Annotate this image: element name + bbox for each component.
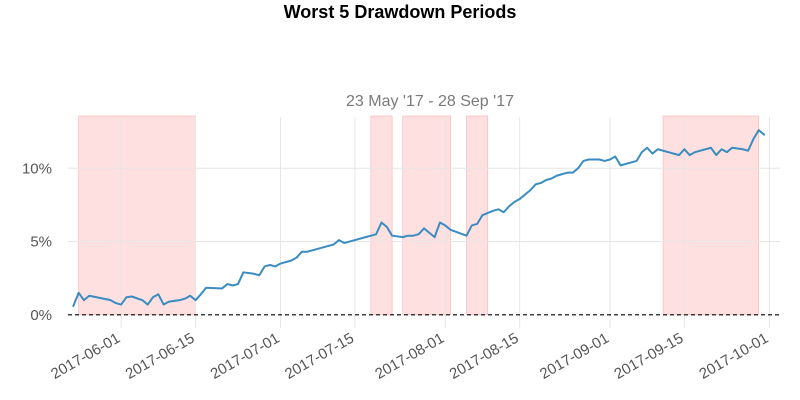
x-tick-label-2: 2017-07-01 bbox=[208, 330, 283, 383]
x-tick-label-0: 2017-06-01 bbox=[48, 330, 123, 383]
drawdown-region-4 bbox=[466, 115, 489, 316]
chart-subtitle: 23 May '17 - 28 Sep '17 bbox=[346, 93, 514, 110]
drawdown-shade-layer bbox=[78, 115, 760, 316]
x-tick-label-1: 2017-06-15 bbox=[123, 330, 198, 383]
drawdown-region-2 bbox=[370, 115, 393, 316]
chart-title: Worst 5 Drawdown Periods bbox=[283, 2, 517, 22]
grid-layer bbox=[68, 117, 780, 328]
y-tick-label-2: 10% bbox=[22, 160, 52, 177]
x-tick-label-6: 2017-09-01 bbox=[537, 330, 612, 383]
x-tick-layer: 2017-06-01 2017-06-15 2017-07-01 2017-07-15… bbox=[48, 330, 771, 383]
x-tick-label-3: 2017-07-15 bbox=[282, 330, 357, 383]
x-tick-label-5: 2017-08-15 bbox=[447, 330, 522, 383]
drawdown-region-5 bbox=[662, 115, 760, 316]
x-tick-label-7: 2017-09-15 bbox=[611, 330, 686, 383]
x-tick-label-8: 2017-10-01 bbox=[696, 330, 771, 383]
line-layer bbox=[72, 129, 766, 308]
y-tick-label-1: 5% bbox=[30, 234, 52, 251]
x-tick-label-4: 2017-08-01 bbox=[372, 330, 447, 383]
drawdown-region-3 bbox=[402, 115, 451, 316]
y-tick-label-0: 0% bbox=[30, 307, 52, 324]
drawdown-region-1 bbox=[78, 115, 196, 316]
y-tick-layer: 0% 5% 10% bbox=[22, 160, 52, 324]
cumulative-return-line-1 bbox=[72, 129, 766, 308]
